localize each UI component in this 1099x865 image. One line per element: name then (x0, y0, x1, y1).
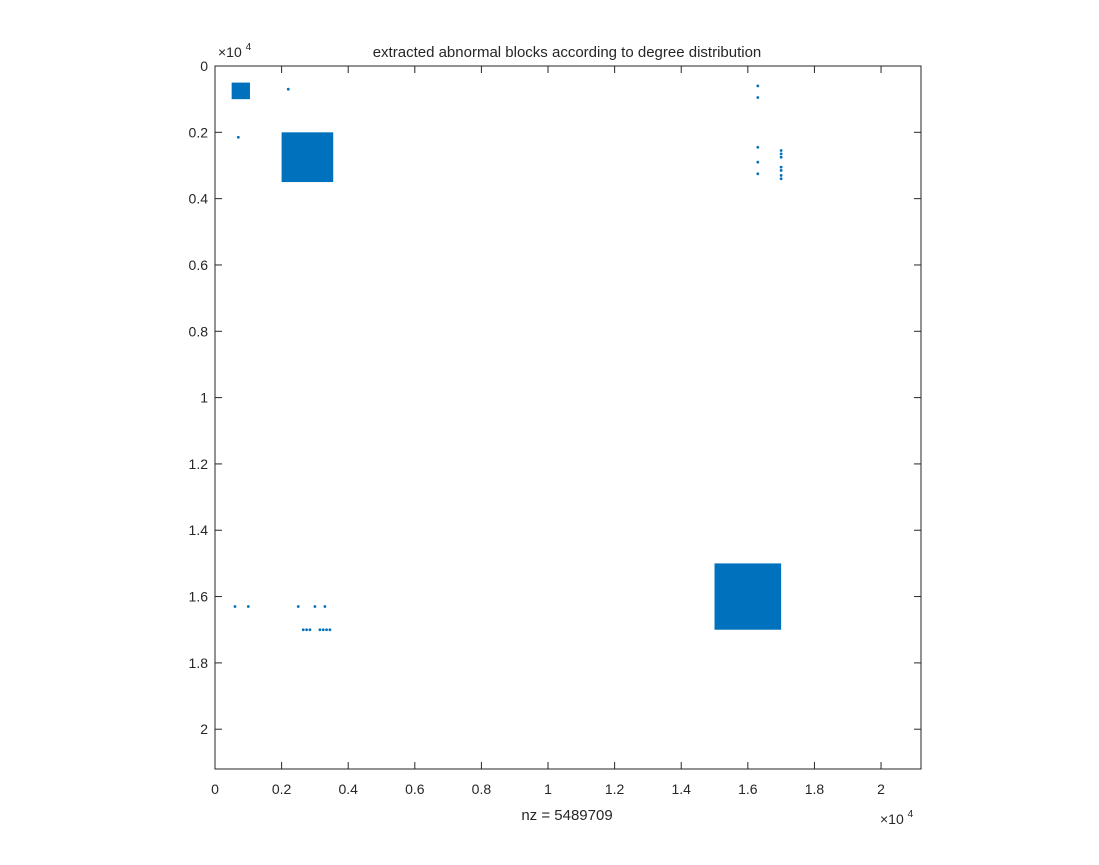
dense-block-1 (231, 82, 250, 100)
x-exponent-power: 4 (908, 809, 914, 820)
nonzero-point (756, 84, 760, 88)
y-tick-label: 0.4 (189, 191, 209, 207)
y-tick-label: 0.8 (189, 323, 209, 339)
y-tick-label: 1.6 (189, 589, 209, 605)
y-tick-label: 2 (200, 721, 208, 737)
x-tick-label: 1 (544, 781, 552, 797)
nonzero-point (308, 628, 312, 632)
x-tick-label: 1.6 (738, 781, 758, 797)
y-tick-label: 1.4 (189, 522, 209, 538)
y-exponent-power: 4 (246, 42, 252, 53)
x-exponent-label: ×10 4 (880, 809, 914, 827)
y-tick-label: 0 (200, 58, 208, 74)
nonzero-point (296, 605, 300, 608)
nonzero-point (779, 177, 783, 181)
data-marks (231, 82, 783, 632)
nonzero-point (305, 628, 308, 632)
svg-text:×10 4: ×10 4 (880, 809, 914, 827)
nonzero-point (756, 172, 760, 176)
nonzero-point (779, 149, 783, 152)
axes-box (214, 65, 922, 770)
nonzero-point (318, 628, 322, 632)
nonzero-point (779, 155, 783, 159)
nonzero-point (779, 169, 783, 172)
x-tick-label: 1.4 (671, 781, 691, 797)
y-tick-label: 0.6 (189, 257, 209, 273)
y-exponent-label: ×10 4 (218, 42, 252, 60)
nonzero-point (323, 605, 327, 608)
nonzero-point (779, 152, 783, 156)
nonzero-point (328, 628, 332, 632)
y-tick-label: 1 (200, 390, 208, 406)
nonzero-point (233, 605, 237, 608)
nonzero-point (756, 160, 760, 164)
nonzero-point (286, 87, 290, 91)
y-tick-label: 0.2 (189, 124, 209, 140)
x-tick-label: 0 (211, 781, 219, 797)
x-tick-label: 2 (877, 781, 885, 797)
dense-block-2 (281, 132, 334, 183)
x-tick-label: 1.8 (805, 781, 825, 797)
nonzero-point (779, 174, 783, 177)
chart-title: extracted abnormal blocks according to d… (373, 44, 762, 61)
dense-block-3 (714, 563, 782, 630)
x-exponent-base: ×10 (880, 811, 904, 827)
y-axis-ticks: 0 0.2 0.4 0.6 0.8 1 1.2 1.4 1.6 1.8 2 (189, 58, 921, 737)
x-tick-label: 1.2 (605, 781, 625, 797)
x-axis-label: nz = 5489709 (521, 807, 612, 824)
x-axis-ticks: 0 0.2 0.4 0.6 0.8 1 1.2 1.4 1.6 1.8 2 (211, 66, 885, 797)
nonzero-point (301, 628, 305, 632)
y-tick-label: 1.2 (189, 456, 209, 472)
y-exponent-base: ×10 (218, 44, 242, 60)
nonzero-point (325, 628, 328, 632)
nonzero-point (756, 96, 760, 99)
axes-frame (214, 65, 922, 770)
plot-area (215, 66, 921, 769)
svg-text:×10 4: ×10 4 (218, 42, 252, 60)
nonzero-point (236, 135, 240, 139)
x-tick-label: 0.4 (338, 781, 358, 797)
x-tick-label: 0.8 (472, 781, 492, 797)
nonzero-point (321, 628, 325, 632)
x-tick-label: 0.6 (405, 781, 425, 797)
nonzero-point (313, 605, 317, 608)
nonzero-point (246, 605, 250, 608)
y-tick-label: 1.8 (189, 655, 209, 671)
nonzero-point (756, 145, 760, 149)
x-tick-label: 0.2 (272, 781, 292, 797)
nonzero-point (779, 165, 783, 169)
